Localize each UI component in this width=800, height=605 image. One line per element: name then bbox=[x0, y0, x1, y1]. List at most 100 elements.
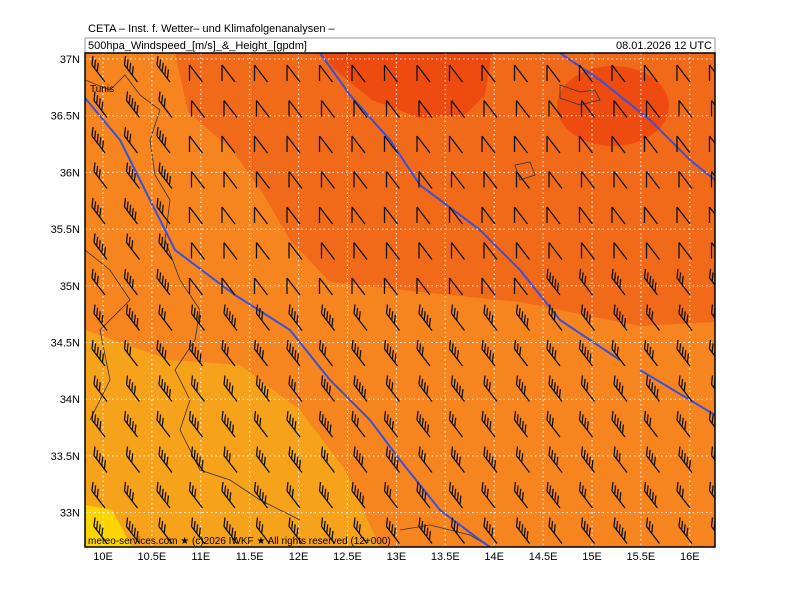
wind-barb bbox=[353, 171, 368, 189]
wind-barb bbox=[613, 375, 628, 402]
wind-barb bbox=[158, 517, 173, 544]
wind-barb bbox=[483, 375, 498, 402]
wind-barb bbox=[448, 410, 464, 438]
wind-barb bbox=[676, 481, 691, 509]
wind-barb bbox=[613, 242, 628, 260]
wind-barb bbox=[221, 206, 236, 225]
wind-barb bbox=[286, 410, 301, 438]
wind-barb bbox=[448, 64, 464, 83]
wind-barb bbox=[481, 277, 496, 296]
wind-barb bbox=[578, 268, 594, 296]
wind-barb bbox=[611, 339, 626, 367]
lon-label: 14E bbox=[484, 551, 504, 563]
wind-barb bbox=[450, 171, 466, 189]
wind-barb bbox=[418, 100, 433, 118]
zone-yellow bbox=[85, 505, 132, 547]
wind-barb bbox=[190, 375, 206, 402]
wind-barb bbox=[416, 277, 431, 296]
wind-barb bbox=[93, 517, 108, 544]
wind-barb bbox=[253, 135, 269, 154]
wind-barb bbox=[156, 410, 171, 438]
wind-barb bbox=[418, 242, 433, 260]
wind-barb bbox=[221, 135, 236, 154]
wind-barb bbox=[418, 171, 433, 189]
wind-barb bbox=[93, 162, 108, 189]
wind-barb bbox=[188, 481, 204, 509]
wind-barb bbox=[286, 481, 301, 509]
lon-label: 13.5E bbox=[431, 551, 460, 563]
wind-barb bbox=[578, 206, 594, 225]
wind-barb bbox=[123, 197, 139, 225]
wind-barb bbox=[253, 64, 269, 83]
wind-barb bbox=[515, 375, 531, 402]
wind-barb bbox=[320, 446, 336, 473]
wind-barb bbox=[578, 64, 594, 83]
coastlines bbox=[85, 74, 601, 547]
wind-barb bbox=[546, 135, 561, 154]
wind-barb bbox=[125, 162, 141, 189]
wind-barb bbox=[643, 64, 659, 83]
lat-label: 33.5N bbox=[51, 451, 80, 463]
lat-label: 36.5N bbox=[51, 111, 80, 123]
wind-barb bbox=[91, 197, 106, 225]
wind-barb bbox=[448, 135, 464, 154]
wind-barb bbox=[383, 206, 399, 225]
wind-barb bbox=[125, 91, 141, 118]
wind-barb bbox=[91, 55, 106, 83]
wind-barb bbox=[643, 268, 659, 296]
wind-barb bbox=[613, 517, 628, 544]
lat-label: 34N bbox=[60, 394, 80, 406]
wind-barb bbox=[708, 64, 715, 81]
wind-barb bbox=[546, 481, 561, 509]
wind-barb bbox=[645, 242, 661, 260]
wind-barb bbox=[125, 446, 141, 473]
island bbox=[514, 161, 536, 181]
wind-barb bbox=[513, 64, 529, 83]
wind-barb bbox=[676, 410, 691, 438]
wind-barb bbox=[676, 64, 691, 83]
wind-barb bbox=[416, 410, 431, 438]
wind-barb bbox=[515, 100, 531, 118]
wind-barb bbox=[288, 100, 303, 118]
wind-barb bbox=[515, 446, 531, 473]
wind-barb bbox=[125, 375, 141, 402]
wind-barb bbox=[188, 410, 204, 438]
wind-barb bbox=[513, 206, 529, 225]
wind-barb bbox=[318, 339, 334, 367]
wind-barb bbox=[288, 517, 303, 544]
wind-barb bbox=[580, 375, 596, 402]
wind-barb bbox=[708, 339, 715, 358]
wind-barb bbox=[513, 339, 529, 367]
wind-barb bbox=[91, 481, 106, 509]
wind-barb bbox=[450, 100, 466, 118]
wind-barb bbox=[613, 100, 628, 118]
wind-barb bbox=[223, 242, 238, 260]
wind-barb bbox=[448, 277, 464, 296]
wind-barb bbox=[255, 517, 271, 544]
wind-barb bbox=[156, 197, 171, 225]
wind-barb bbox=[710, 171, 715, 188]
wind-barb bbox=[708, 206, 715, 223]
wind-barb bbox=[483, 171, 498, 189]
wind-barb bbox=[546, 64, 561, 83]
wind-barb bbox=[158, 91, 173, 118]
wind-barb bbox=[288, 171, 303, 189]
wind-barb bbox=[513, 410, 529, 438]
wind-barb bbox=[156, 268, 171, 296]
lon-label: 11E bbox=[191, 551, 210, 563]
wind-barb bbox=[611, 64, 626, 83]
wind-barb bbox=[385, 446, 401, 473]
wind-barb bbox=[416, 64, 431, 83]
wind-barb bbox=[318, 481, 334, 509]
wind-barb bbox=[253, 410, 269, 438]
graticule bbox=[85, 53, 715, 547]
wind-barb bbox=[353, 100, 368, 118]
wind-barb bbox=[158, 446, 173, 473]
lat-label: 35N bbox=[60, 281, 80, 293]
wind-barb bbox=[611, 268, 626, 296]
wind-barb bbox=[286, 64, 301, 83]
wind-barb bbox=[418, 375, 433, 402]
wind-barb bbox=[548, 100, 563, 118]
wind-barb bbox=[320, 517, 336, 544]
wind-barb bbox=[546, 339, 561, 367]
